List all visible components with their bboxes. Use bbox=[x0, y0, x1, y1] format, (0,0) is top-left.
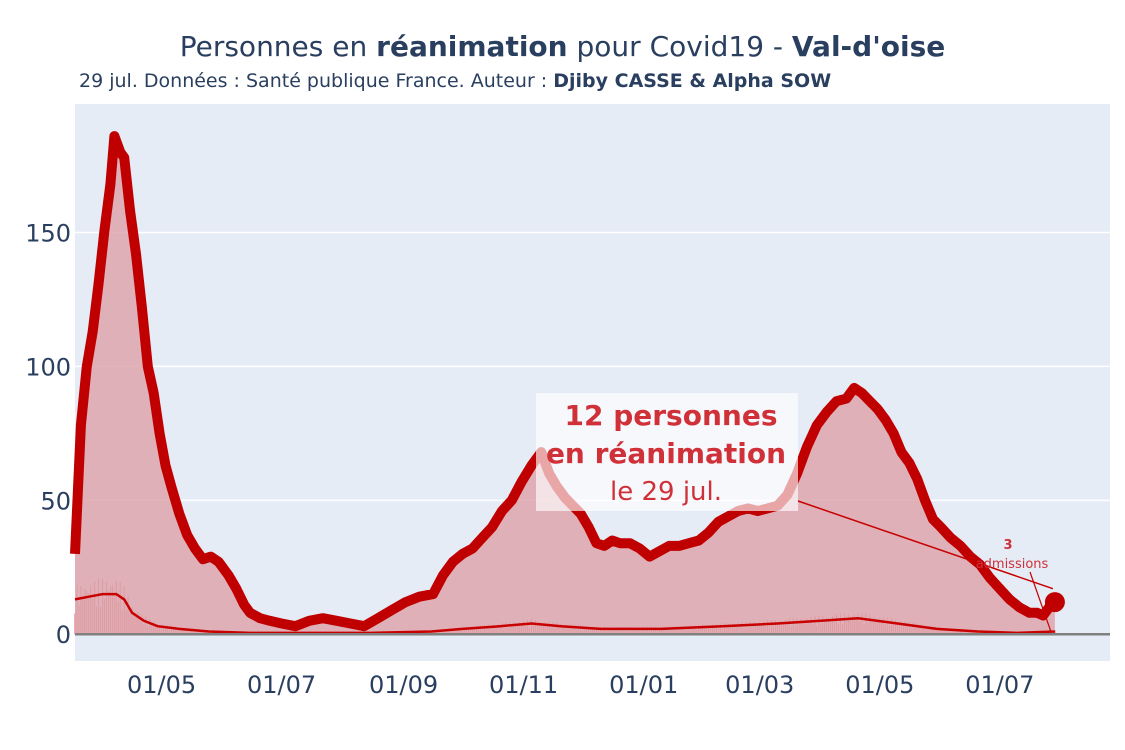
x-tick-label: 01/03 bbox=[725, 671, 794, 699]
x-tick-label: 01/05 bbox=[845, 671, 914, 699]
area-fill bbox=[75, 136, 1055, 635]
admissions-value: 3 bbox=[1003, 538, 1012, 553]
x-tick-label: 01/11 bbox=[489, 671, 558, 699]
annotation-line-2: en réanimation bbox=[546, 437, 786, 470]
last-value-marker bbox=[1044, 592, 1065, 613]
x-tick-label: 01/09 bbox=[369, 671, 438, 699]
x-tick-label: 01/01 bbox=[609, 671, 678, 699]
admissions-pointer bbox=[1029, 571, 1052, 632]
x-tick-label: 01/07 bbox=[965, 671, 1034, 699]
y-tick-label: 100 bbox=[25, 353, 71, 381]
y-tick-label: 150 bbox=[25, 220, 71, 248]
annotation-line-1: 12 personnes bbox=[565, 399, 778, 432]
annotation-box bbox=[536, 393, 798, 511]
annotation-pointer bbox=[797, 500, 1054, 590]
x-tick-label: 01/05 bbox=[127, 671, 196, 699]
chart-subtitle: 29 jul. Données : Santé publique France.… bbox=[79, 70, 832, 92]
x-tick-label: 01/07 bbox=[247, 671, 316, 699]
chart-title: Personnes en réanimation pour Covid19 - … bbox=[179, 30, 946, 63]
annotation-line-3: le 29 jul. bbox=[610, 477, 722, 507]
series-line-admissions bbox=[74, 592, 1055, 635]
y-tick-label: 0 bbox=[56, 621, 71, 649]
y-tick-label: 50 bbox=[40, 487, 71, 515]
admissions-label: admissions bbox=[976, 557, 1049, 572]
